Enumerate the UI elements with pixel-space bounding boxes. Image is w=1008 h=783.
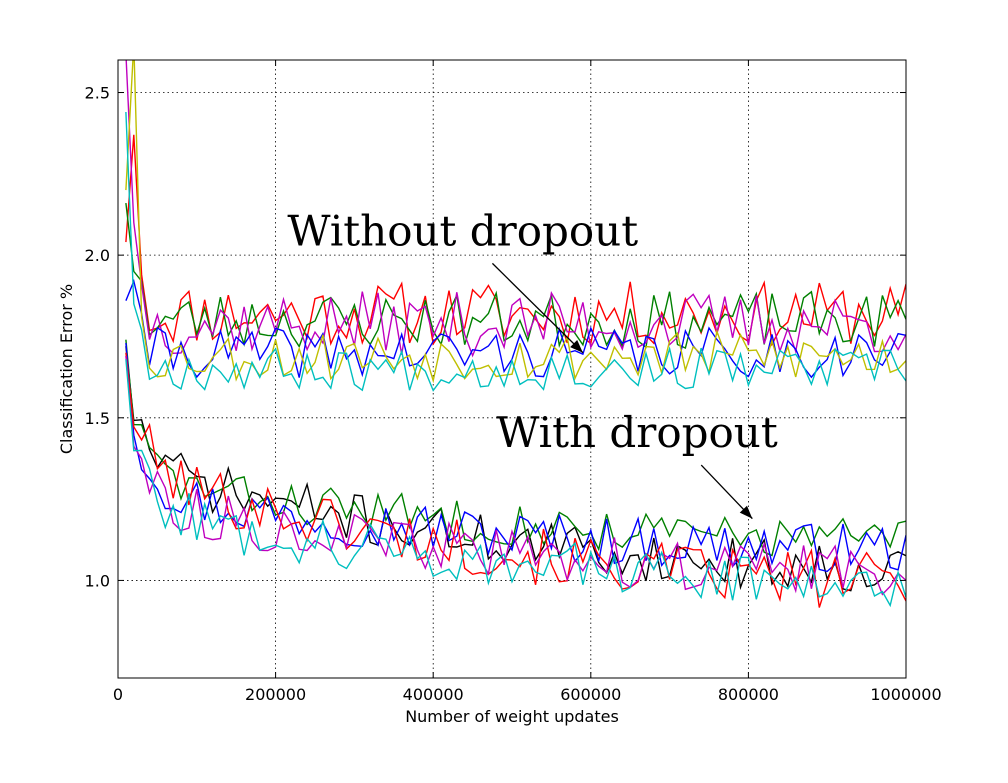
annotation-arrowhead [739,505,753,519]
series-line-with [125,342,906,573]
series-line-with [125,339,906,557]
y-axis-label: Classification Error % [57,284,76,454]
annotation-arrowhead [570,340,583,353]
series-line-with [125,352,906,608]
plot-area [125,60,906,608]
series-line-with [125,346,906,592]
y-tick-label: 2.5 [85,84,110,103]
y-tick-label: 1.5 [85,409,110,428]
series-line-without [125,60,906,358]
annotation-label: Without dropout [287,206,638,255]
annotation-label: With dropout [496,408,778,457]
grid [117,60,907,678]
series-line-without [125,111,906,392]
annotations: Without dropout With dropout [287,206,778,520]
plot-frame [117,59,907,679]
x-tick-label: 0 [113,685,123,704]
series-line-with [125,355,906,596]
x-tick-label: 200000 [245,685,306,704]
axis-ticks: 0 200000 400000 600000 800000 1000000 1.0 1.5 2.… [85,60,942,704]
annotation-arrow [491,262,584,354]
series-line-with [125,359,906,608]
y-tick-label: 2.0 [85,246,110,265]
series-line-without [125,203,906,349]
x-axis-label: Number of weight updates [405,707,619,726]
x-tick-label: 400000 [403,685,464,704]
x-tick-label: 800000 [718,685,779,704]
x-tick-label: 600000 [560,685,621,704]
y-tick-label: 1.0 [85,571,110,590]
x-tick-label: 1000000 [870,685,941,704]
